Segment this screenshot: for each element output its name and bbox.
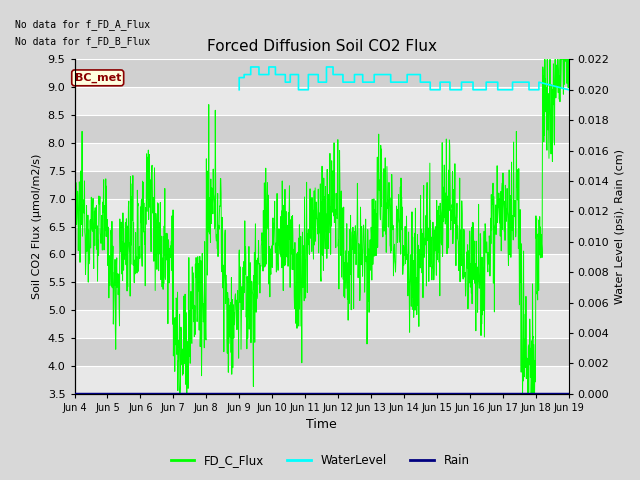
Bar bbox=[74, 87, 568, 115]
Text: No data for f_FD_A_Flux: No data for f_FD_A_Flux bbox=[15, 19, 150, 30]
Bar bbox=[74, 227, 568, 254]
Text: No data for f_FD_B_Flux: No data for f_FD_B_Flux bbox=[15, 36, 150, 47]
Bar bbox=[74, 338, 568, 366]
Legend: FD_C_Flux, WaterLevel, Rain: FD_C_Flux, WaterLevel, Rain bbox=[166, 449, 474, 472]
Bar bbox=[74, 310, 568, 338]
Bar bbox=[74, 254, 568, 282]
Bar bbox=[74, 60, 568, 87]
Bar bbox=[74, 143, 568, 171]
Bar bbox=[74, 115, 568, 143]
Bar bbox=[74, 171, 568, 199]
Y-axis label: Soil CO2 Flux (μmol/m2/s): Soil CO2 Flux (μmol/m2/s) bbox=[32, 154, 42, 299]
Text: BC_met: BC_met bbox=[74, 73, 121, 83]
X-axis label: Time: Time bbox=[306, 419, 337, 432]
Y-axis label: Water Level (psi), Rain (cm): Water Level (psi), Rain (cm) bbox=[615, 149, 625, 304]
Bar bbox=[74, 282, 568, 310]
Bar bbox=[74, 366, 568, 394]
Title: Forced Diffusion Soil CO2 Flux: Forced Diffusion Soil CO2 Flux bbox=[207, 39, 436, 54]
Bar bbox=[74, 199, 568, 227]
